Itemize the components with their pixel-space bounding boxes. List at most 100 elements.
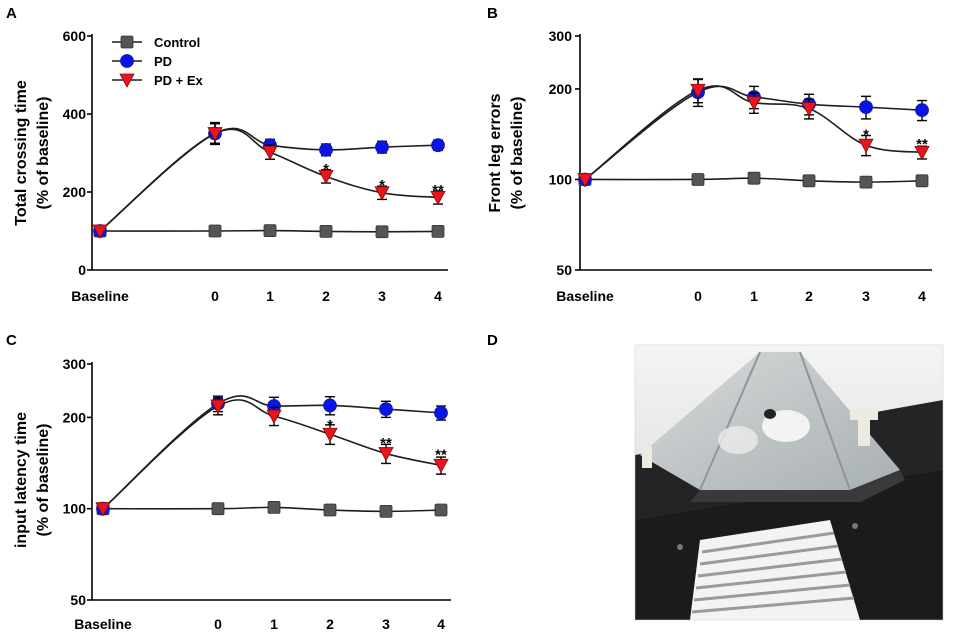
y-tick-label: 200 [63,409,87,425]
y-tick-label: 400 [63,106,87,122]
data-point [577,173,593,188]
data-point [858,138,874,154]
panel-letter-d: D [487,332,498,349]
data-point [747,171,761,185]
data-point [431,224,445,238]
significance-marker: * [379,177,385,194]
x-tick-label: 3 [378,288,386,304]
y-tick-label: 200 [549,81,573,97]
data-point [322,427,338,443]
significance-marker: * [323,161,329,178]
beam-edge [690,470,905,502]
x-tick-label: 0 [211,288,219,304]
y-tick-label: 600 [63,28,87,44]
data-point [691,173,705,186]
x-tick-label: 4 [437,616,445,632]
panel-letter-c: C [6,332,17,349]
significance-marker: * [863,127,869,144]
legend-label: PD + Ex [154,73,204,88]
x-tick-label: 4 [434,288,442,304]
data-point [379,504,393,518]
legend-marker [120,35,134,49]
data-point [431,138,445,153]
data-point [746,96,762,111]
knob-left [642,446,652,468]
data-point [208,224,222,238]
data-point [92,224,108,239]
data-point [915,103,929,118]
y-tick-label: 50 [556,262,572,278]
data-point [374,186,390,201]
y-axis-title-line2: (% of baseline) [35,424,52,537]
legend-label: Control [154,35,200,50]
data-point [211,502,225,516]
panel-d-photo: D [487,332,944,621]
panel-c-chart: C 50 100 200 300 Baseline 0 1 2 3 4 input latency … [6,332,451,632]
series-control [578,171,929,189]
data-point [319,142,333,157]
x-tick-label: 0 [694,288,702,304]
x-tick-label: 2 [805,288,813,304]
series-control [96,500,448,518]
data-point [433,458,449,474]
series-pd-ex [92,121,446,239]
data-point [859,100,873,115]
panel-letter-a: A [6,5,17,22]
x-tick-label: 2 [326,616,334,632]
data-point [379,402,393,417]
y-tick-label: 100 [549,171,573,187]
y-axis-title-line1: input latency time [13,412,30,548]
y-tick-label: 0 [78,262,86,278]
x-tick-label: 3 [862,288,870,304]
data-point [375,140,389,155]
data-point [262,145,278,161]
data-point [802,174,816,188]
data-point [915,174,929,188]
series-pd [93,123,445,238]
series-control [93,224,445,239]
data-point [263,224,277,238]
x-tick-label: 0 [214,616,222,632]
x-tick-label: 1 [270,616,278,632]
x-tick-label: 4 [918,288,926,304]
x-tick-label: 2 [322,288,330,304]
data-point [430,191,446,206]
significance-marker: ** [916,136,928,153]
data-point [95,502,111,517]
data-point [319,224,333,238]
legend: Control PD PD + Ex [112,35,204,88]
data-point [323,503,337,517]
data-point [267,500,281,514]
significance-marker: * [327,417,333,434]
data-point [914,146,930,161]
apparatus-photo [635,345,943,620]
y-tick-label: 200 [63,184,87,200]
data-point [434,503,448,517]
legend-marker [119,73,135,88]
x-tick-label: 3 [382,616,390,632]
legend-marker [120,54,134,68]
data-point [266,409,282,424]
x-tick-label: 1 [750,288,758,304]
rat-left [718,426,758,454]
y-tick-label: 300 [63,356,87,372]
y-tick-label: 100 [63,501,87,517]
rat-right [762,410,810,442]
significance-marker: ** [432,182,444,199]
data-point [434,405,448,420]
significance-marker: ** [435,447,447,464]
series-pd-ex [95,397,449,517]
panel-letter-b: B [487,5,498,22]
significance-marker: ** [380,435,392,452]
data-point [378,447,394,462]
y-axis-title-line1: Front leg errors [487,93,504,212]
knob-right [858,418,870,446]
y-tick-label: 300 [549,28,573,44]
x-tick-label: Baseline [74,616,132,632]
legend-label: PD [154,54,172,69]
y-axis-title-line2: (% of baseline) [509,97,526,210]
x-tick-label: Baseline [71,288,129,304]
series-pd-ex [577,78,930,188]
data-point [323,398,337,413]
